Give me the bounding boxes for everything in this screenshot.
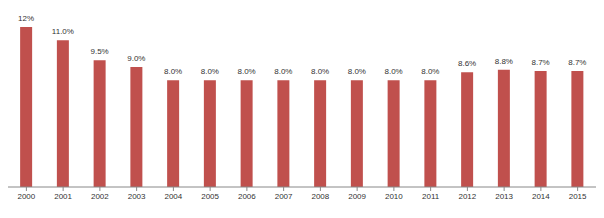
svg-text:2015: 2015 bbox=[569, 192, 587, 201]
svg-text:8.7%: 8.7% bbox=[532, 58, 550, 67]
svg-text:9.0%: 9.0% bbox=[127, 54, 145, 63]
svg-text:2004: 2004 bbox=[164, 192, 182, 201]
svg-text:8.6%: 8.6% bbox=[458, 59, 476, 68]
svg-text:8.0%: 8.0% bbox=[238, 67, 256, 76]
svg-text:2013: 2013 bbox=[495, 192, 513, 201]
svg-text:2014: 2014 bbox=[532, 192, 550, 201]
svg-text:2011: 2011 bbox=[422, 192, 440, 201]
svg-text:9.5%: 9.5% bbox=[91, 47, 109, 56]
svg-text:8.0%: 8.0% bbox=[164, 67, 182, 76]
svg-text:2001: 2001 bbox=[54, 192, 72, 201]
svg-text:8.7%: 8.7% bbox=[568, 58, 586, 67]
svg-text:2012: 2012 bbox=[458, 192, 476, 201]
svg-text:8.0%: 8.0% bbox=[385, 67, 403, 76]
svg-text:2003: 2003 bbox=[128, 192, 146, 201]
svg-text:2009: 2009 bbox=[348, 192, 366, 201]
svg-text:8.0%: 8.0% bbox=[201, 67, 219, 76]
svg-text:2006: 2006 bbox=[238, 192, 256, 201]
svg-text:2008: 2008 bbox=[311, 192, 329, 201]
svg-text:8.0%: 8.0% bbox=[348, 67, 366, 76]
svg-text:2000: 2000 bbox=[17, 192, 35, 201]
svg-text:12%: 12% bbox=[18, 14, 34, 23]
svg-text:8.0%: 8.0% bbox=[421, 67, 439, 76]
svg-text:8.0%: 8.0% bbox=[274, 67, 292, 76]
svg-text:2010: 2010 bbox=[385, 192, 403, 201]
svg-text:8.0%: 8.0% bbox=[311, 67, 329, 76]
svg-text:2007: 2007 bbox=[275, 192, 293, 201]
svg-text:11.0%: 11.0% bbox=[52, 27, 74, 36]
svg-text:2002: 2002 bbox=[91, 192, 109, 201]
svg-text:2005: 2005 bbox=[201, 192, 219, 201]
svg-text:8.8%: 8.8% bbox=[495, 57, 513, 66]
